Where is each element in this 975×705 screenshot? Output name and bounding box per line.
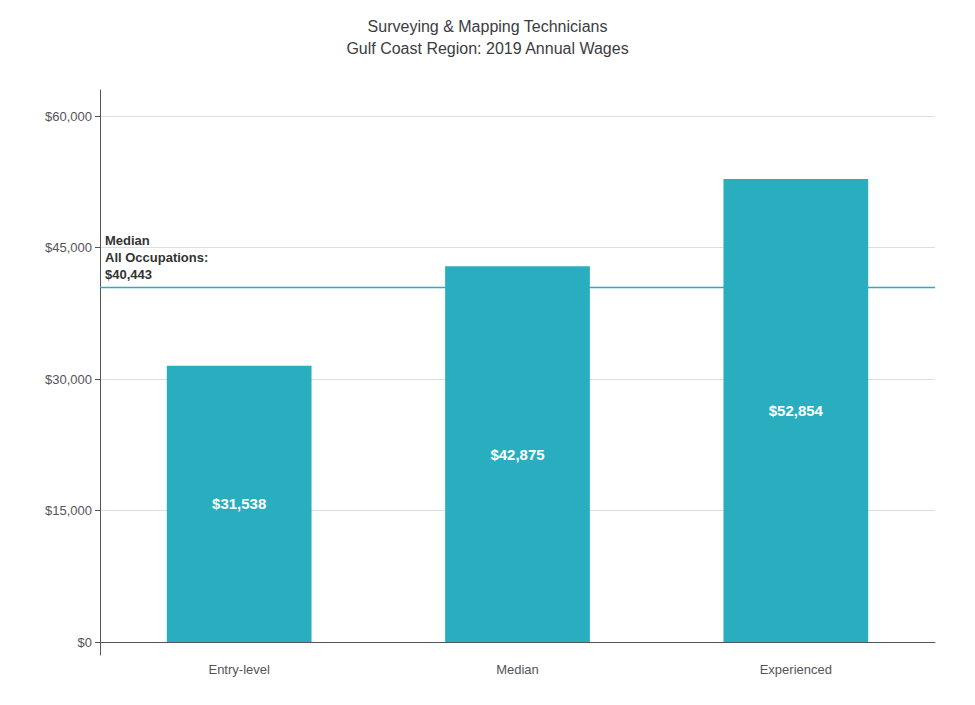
svg-text:Gulf Coast Region: 2019 Annual: Gulf Coast Region: 2019 Annual Wages: [346, 40, 628, 57]
svg-text:$40,443: $40,443: [105, 267, 152, 282]
svg-text:Surveying & Mapping Technician: Surveying & Mapping Technicians: [368, 18, 608, 35]
svg-text:Entry-level: Entry-level: [208, 662, 270, 677]
svg-text:$30,000: $30,000: [45, 372, 92, 387]
svg-text:Median: Median: [496, 662, 539, 677]
svg-text:Experienced: Experienced: [760, 662, 832, 677]
svg-text:All Occupations:: All Occupations:: [105, 250, 208, 265]
svg-text:$60,000: $60,000: [45, 109, 92, 124]
svg-text:$31,538: $31,538: [212, 495, 266, 512]
svg-text:$0: $0: [78, 635, 92, 650]
svg-text:$45,000: $45,000: [45, 240, 92, 255]
svg-text:$52,854: $52,854: [769, 402, 824, 419]
svg-text:$15,000: $15,000: [45, 503, 92, 518]
svg-text:$42,875: $42,875: [490, 446, 544, 463]
svg-text:Median: Median: [105, 233, 150, 248]
